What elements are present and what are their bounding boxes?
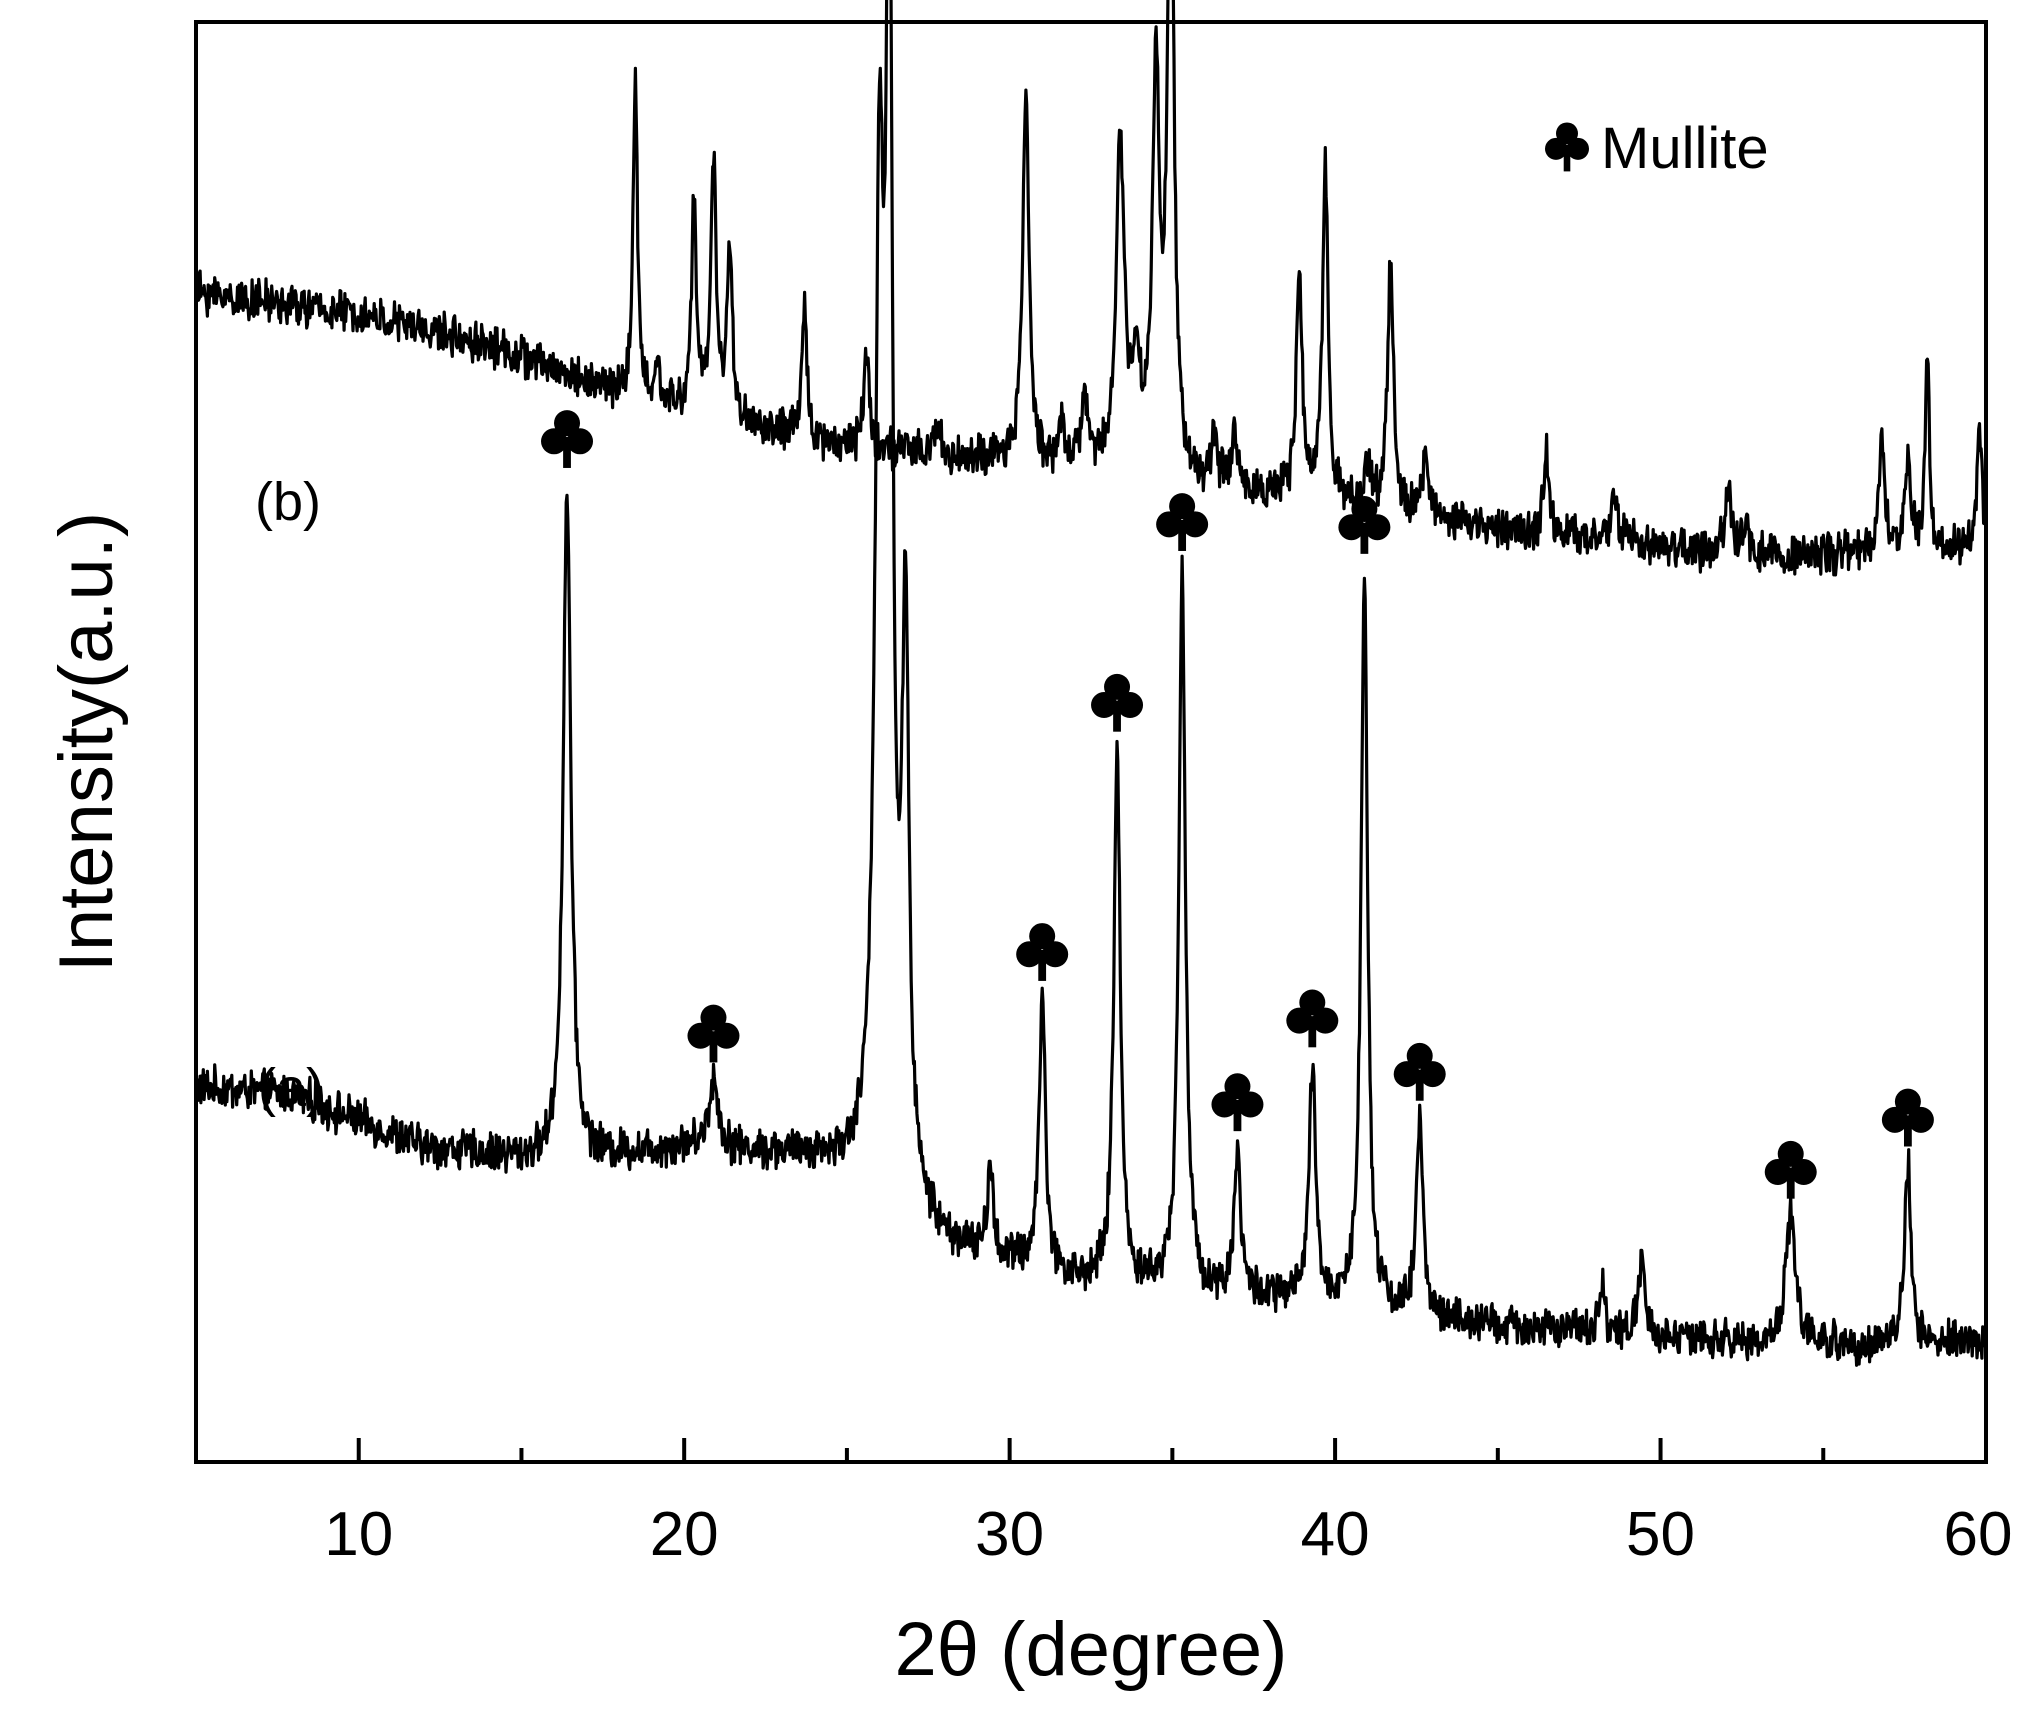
mullite-marker-icon <box>1286 989 1339 1048</box>
mullite-marker-icon <box>1764 1140 1817 1199</box>
x-tick-label: 20 <box>650 1500 719 1569</box>
club-icon-shape <box>1545 122 1589 172</box>
mullite-marker-icon <box>1338 496 1391 554</box>
mullite-marker-icon <box>541 410 594 468</box>
x-tick-label: 40 <box>1301 1500 1370 1569</box>
xrd-trace-b <box>194 0 1988 577</box>
mullite-marker-icon <box>1881 1088 1934 1147</box>
mullite-marker-icon <box>1091 673 1144 732</box>
mullite-markers <box>541 410 1934 1199</box>
x-ticks: 10 20 30 40 50 60 <box>194 1438 2013 1569</box>
x-tick-label: 60 <box>1944 1500 2013 1569</box>
xrd-trace-a <box>194 0 1988 1367</box>
mullite-marker-icon <box>1016 923 1069 981</box>
y-axis-title: Intensity(a.u.) <box>44 512 129 972</box>
mullite-marker-icon <box>687 1004 740 1063</box>
x-tick-label: 50 <box>1626 1500 1695 1569</box>
series-label-a: (a) <box>258 1058 324 1118</box>
mullite-marker-icon <box>1156 493 1209 551</box>
x-tick-label: 10 <box>324 1500 393 1569</box>
legend: Mullite <box>1545 116 1769 181</box>
legend-label-mullite: Mullite <box>1601 116 1769 181</box>
x-axis-title: 2θ (degree) <box>895 1607 1288 1692</box>
plot-frame <box>194 20 1988 1464</box>
mullite-marker-icon <box>1393 1042 1446 1101</box>
mullite-marker-icon <box>1211 1073 1264 1132</box>
club-icon <box>1545 122 1589 172</box>
x-tick-label: 30 <box>975 1500 1044 1569</box>
series-label-b: (b) <box>255 472 321 532</box>
traces <box>194 0 1988 1367</box>
